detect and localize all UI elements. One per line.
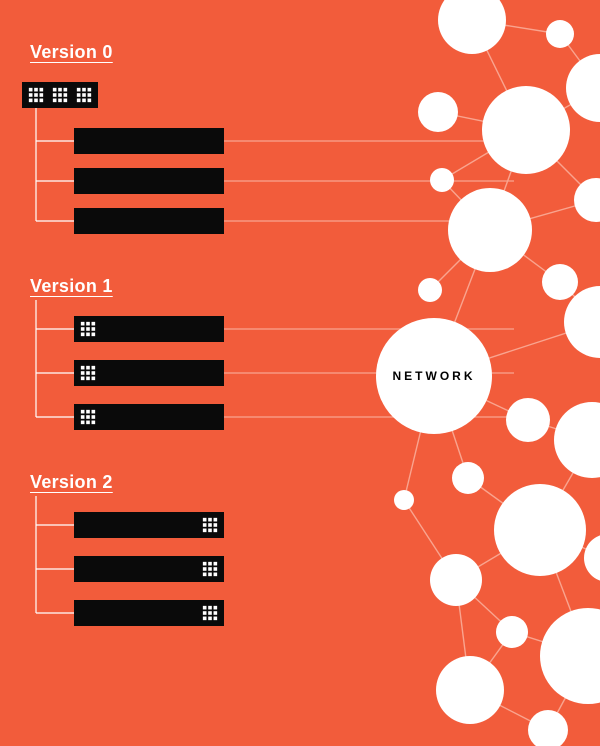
network-node (436, 656, 504, 724)
content-bar (74, 168, 224, 194)
content-bar (74, 316, 224, 342)
network-node (506, 398, 550, 442)
network-node (554, 402, 600, 478)
content-bar (74, 128, 224, 154)
network-node (542, 264, 578, 300)
content-bar (74, 360, 224, 386)
network-node (494, 484, 586, 576)
network-node (394, 490, 414, 510)
content-bar (74, 512, 224, 538)
network-label: NETWORK (393, 369, 476, 383)
network-node (496, 616, 528, 648)
version-0-title: Version 0 (30, 42, 113, 63)
version-header-bar (22, 82, 98, 108)
network-node (540, 608, 600, 704)
network-node (418, 92, 458, 132)
network-node (566, 54, 600, 122)
content-bar (74, 556, 224, 582)
network-node (482, 86, 570, 174)
content-bar (74, 208, 224, 234)
content-bar (74, 600, 224, 626)
network-node (574, 178, 600, 222)
network-node (452, 462, 484, 494)
network-node (448, 188, 532, 272)
network-node (584, 534, 600, 582)
network-node (546, 20, 574, 48)
network-node (430, 168, 454, 192)
network-node (418, 278, 442, 302)
network-node (430, 554, 482, 606)
diagram-canvas: Version 0 Version 1 Version 2 NETWORK (0, 0, 600, 746)
version-1-title: Version 1 (30, 276, 113, 297)
network-node (438, 0, 506, 54)
network-node (528, 710, 568, 746)
content-bar (74, 404, 224, 430)
version-2-title: Version 2 (30, 472, 113, 493)
